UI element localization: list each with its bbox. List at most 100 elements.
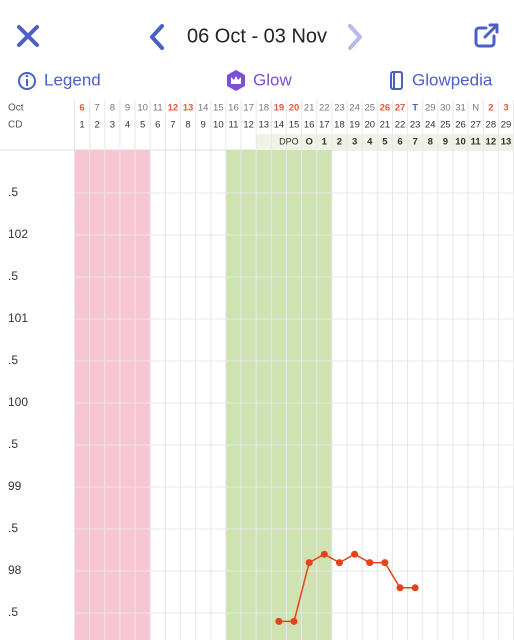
date-label: 27 <box>395 103 406 114</box>
dpo-day-label: 2 <box>337 137 342 148</box>
date-label: 2 <box>488 103 493 114</box>
date-label: 7 <box>95 103 100 114</box>
y-tick-label: .5 <box>8 269 18 283</box>
y-tick-label: .5 <box>8 185 18 199</box>
cycle-day-label: 6 <box>155 120 160 131</box>
dpo-day-label: 12 <box>486 137 497 148</box>
dpo-day-label: 10 <box>455 137 466 148</box>
date-label: 19 <box>274 103 285 114</box>
date-label: 11 <box>153 103 163 114</box>
date-label: 8 <box>110 103 115 114</box>
date-label: 12 <box>168 103 179 114</box>
legend-button[interactable]: Legend <box>18 70 101 90</box>
cycle-day-label: 8 <box>185 120 190 131</box>
date-label: 16 <box>228 103 239 114</box>
date-label: 26 <box>380 103 391 114</box>
cycle-day-label: 5 <box>140 120 145 131</box>
date-label: 10 <box>137 103 148 114</box>
cycle-day-label: 11 <box>229 120 239 131</box>
date-label: 23 <box>334 103 345 114</box>
next-button[interactable] <box>348 24 362 50</box>
temperature-point <box>320 550 328 558</box>
cycle-day-label: 7 <box>170 120 175 131</box>
dpo-label: DPO <box>279 136 299 146</box>
y-tick-label: 102 <box>8 227 28 241</box>
close-button[interactable] <box>17 25 39 47</box>
glow-button[interactable]: Glow <box>227 70 292 91</box>
y-tick-label: 99 <box>8 479 22 493</box>
dpo-day-label: 9 <box>443 137 448 148</box>
temperature-line <box>278 553 416 623</box>
temperature-point <box>305 559 313 567</box>
cycle-day-label: 24 <box>425 120 436 131</box>
cycle-day-label: 28 <box>486 120 497 131</box>
cycle-day-label: 26 <box>455 120 466 131</box>
y-tick-label: 100 <box>8 395 28 409</box>
cycle-day-label: 19 <box>349 120 360 131</box>
cycle-day-label: 15 <box>289 120 300 131</box>
cycle-day-label: 3 <box>110 120 115 131</box>
glowpedia-button[interactable]: Glowpedia <box>390 70 493 90</box>
date-range-title: 06 Oct - 03 Nov <box>187 25 327 47</box>
date-label: 22 <box>319 103 330 114</box>
date-label: T <box>412 103 418 114</box>
cycle-day-label: 16 <box>304 120 315 131</box>
temperature-point <box>335 559 343 567</box>
prev-button[interactable] <box>150 24 164 50</box>
date-label: 29 <box>425 103 436 114</box>
y-tick-label: .5 <box>8 521 18 535</box>
y-tick-label: .5 <box>8 605 18 619</box>
date-label: 30 <box>440 103 451 114</box>
date-label: 17 <box>243 103 254 114</box>
dpo-day-label: 7 <box>413 137 418 148</box>
cycle-day-label: 1 <box>79 120 84 131</box>
dpo-day-label: 4 <box>367 137 373 148</box>
y-tick-label: 101 <box>8 311 28 325</box>
cycle-day-label: 12 <box>243 120 254 131</box>
dpo-day-label: 6 <box>397 137 402 148</box>
cycle-day-label: 4 <box>125 120 130 131</box>
legend-label: Legend <box>44 70 101 89</box>
share-button[interactable] <box>474 23 499 48</box>
dpo-day-label: O <box>305 137 312 148</box>
date-label: 14 <box>198 103 209 114</box>
date-label: 25 <box>364 103 375 114</box>
month-label: Oct <box>8 103 24 114</box>
date-label: 31 <box>455 103 466 114</box>
temperature-point <box>351 550 359 558</box>
date-label: 15 <box>213 103 224 114</box>
y-tick-label: .5 <box>8 353 18 367</box>
dpo-day-label: 3 <box>352 137 357 148</box>
cycle-day-label: 14 <box>274 120 285 131</box>
cycle-day-label: 23 <box>410 120 421 131</box>
cycle-day-label: 10 <box>213 120 224 131</box>
date-label: 3 <box>503 103 508 114</box>
cd-label: CD <box>8 120 22 131</box>
dpo-day-label: 5 <box>382 137 388 148</box>
temperature-point <box>411 584 419 592</box>
cycle-day-label: 20 <box>364 120 375 131</box>
date-label: 20 <box>289 103 300 114</box>
date-label: 9 <box>125 103 130 114</box>
cycle-day-label: 25 <box>440 120 451 131</box>
dpo-day-label: 1 <box>322 137 328 148</box>
date-label: 6 <box>79 103 84 114</box>
dpo-day-label: 8 <box>428 137 433 148</box>
cycle-day-label: 17 <box>319 120 330 131</box>
temperature-point <box>381 559 389 567</box>
y-tick-label: 98 <box>8 563 22 577</box>
glow-label: Glow <box>253 70 292 89</box>
dpo-row-bg <box>256 134 514 150</box>
temperature-point <box>290 617 298 625</box>
cycle-day-label: 22 <box>395 120 406 131</box>
date-label: 24 <box>349 103 360 114</box>
dpo-day-label: 13 <box>501 137 512 148</box>
date-label: N <box>472 103 479 114</box>
cycle-day-label: 21 <box>380 120 391 131</box>
cycle-day-label: 29 <box>501 120 512 131</box>
date-label: 13 <box>183 103 194 114</box>
temperature-point <box>275 617 283 625</box>
dpo-day-label: 11 <box>471 137 482 148</box>
shaded-band <box>74 150 151 640</box>
